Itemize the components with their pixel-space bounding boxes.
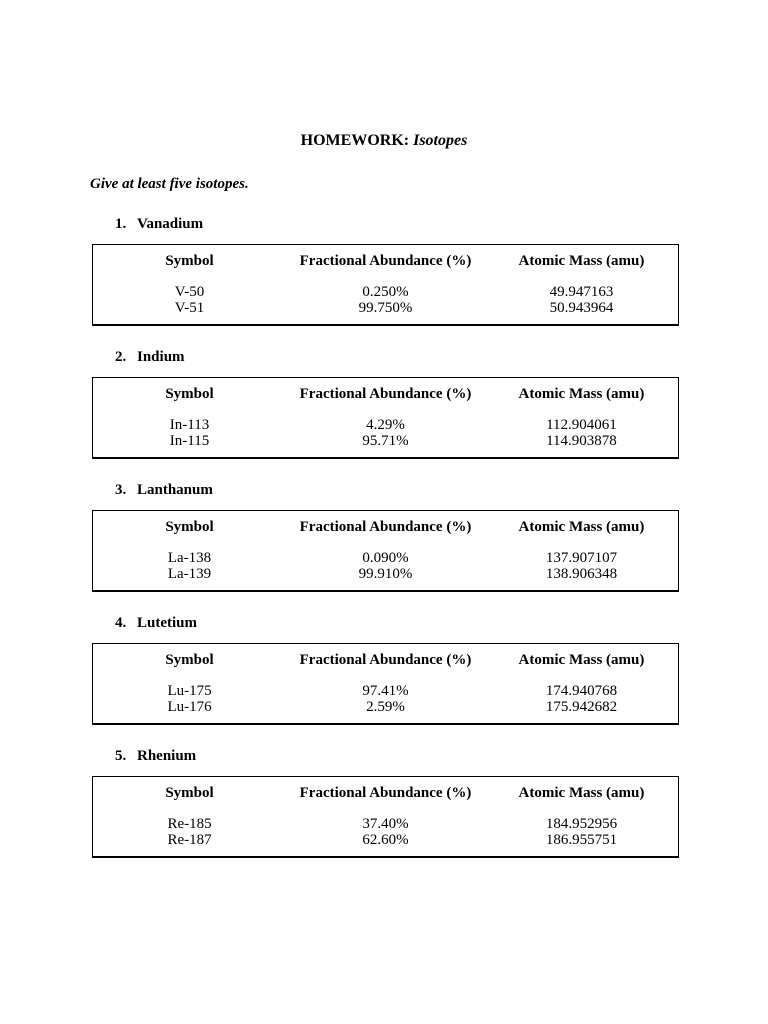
mass-cell: 112.904061 <box>546 417 617 433</box>
symbol-cell: Re-187 <box>167 832 212 848</box>
table-header-row: Symbol Fractional Abundance (%) Atomic M… <box>93 519 678 535</box>
table-header-row: Symbol Fractional Abundance (%) Atomic M… <box>93 785 678 801</box>
table-header-row: Symbol Fractional Abundance (%) Atomic M… <box>93 652 678 668</box>
symbol-cell: V-50 <box>174 284 205 300</box>
table-row: V-50 0.250% 49.947163 <box>93 284 678 300</box>
table-header-row: Symbol Fractional Abundance (%) Atomic M… <box>93 386 678 402</box>
mass-cell: 138.906348 <box>545 566 618 582</box>
mass-cell: 174.940768 <box>545 683 618 699</box>
symbol-cell: Re-185 <box>167 816 212 832</box>
column-header-abundance: Fractional Abundance (%) <box>299 519 472 535</box>
mass-cell: 137.907107 <box>545 550 618 566</box>
section-heading: 3. Lanthanum <box>115 482 768 498</box>
column-header-abundance: Fractional Abundance (%) <box>299 785 472 801</box>
section-vanadium: 1. Vanadium Symbol Fractional Abundance (… <box>0 216 768 326</box>
section-number: 4. <box>115 615 127 631</box>
section-heading: 5. Rhenium <box>115 748 768 764</box>
mass-cell: 114.903878 <box>546 433 617 449</box>
column-header-abundance: Fractional Abundance (%) <box>299 652 472 668</box>
table-header-row: Symbol Fractional Abundance (%) Atomic M… <box>93 253 678 269</box>
table-row: In-115 95.71% 114.903878 <box>93 433 678 449</box>
abundance-cell: 2.59% <box>366 699 405 715</box>
section-heading: 4. Lutetium <box>115 615 768 631</box>
abundance-cell: 0.090% <box>362 550 409 566</box>
mass-cell: 186.955751 <box>545 832 618 848</box>
section-rhenium: 5. Rhenium Symbol Fractional Abundance (%… <box>0 748 768 858</box>
section-number: 3. <box>115 482 127 498</box>
symbol-cell: La-139 <box>167 566 212 582</box>
column-header-symbol: Symbol <box>165 253 214 269</box>
title-prefix: HOMEWORK: <box>300 132 410 149</box>
section-name: Rhenium <box>137 748 197 764</box>
section-name: Lutetium <box>137 615 197 631</box>
table-row: Re-185 37.40% 184.952956 <box>93 816 678 832</box>
symbol-cell: V-51 <box>174 300 205 316</box>
table-row: V-51 99.750% 50.943964 <box>93 300 678 316</box>
table-row: Lu-176 2.59% 175.942682 <box>93 699 678 715</box>
section-number: 5. <box>115 748 127 764</box>
title-emphasis: Isotopes <box>413 132 468 149</box>
column-header-mass: Atomic Mass (amu) <box>518 519 645 535</box>
section-lanthanum: 3. Lanthanum Symbol Fractional Abundance … <box>0 482 768 592</box>
isotope-table: Symbol Fractional Abundance (%) Atomic M… <box>92 776 679 858</box>
column-header-mass: Atomic Mass (amu) <box>518 253 645 269</box>
column-header-abundance: Fractional Abundance (%) <box>299 253 472 269</box>
section-number: 2. <box>115 349 127 365</box>
page-title: HOMEWORK: Isotopes <box>0 0 768 151</box>
abundance-cell: 95.71% <box>362 433 409 449</box>
abundance-cell: 37.40% <box>362 816 409 832</box>
table-row: La-139 99.910% 138.906348 <box>93 566 678 582</box>
instruction-text: Give at least five isotopes. <box>90 176 249 192</box>
column-header-mass: Atomic Mass (amu) <box>518 785 645 801</box>
column-header-symbol: Symbol <box>165 386 214 402</box>
column-header-mass: Atomic Mass (amu) <box>518 652 645 668</box>
mass-cell: 184.952956 <box>545 816 618 832</box>
section-heading: 1. Vanadium <box>115 216 768 232</box>
symbol-cell: Lu-175 <box>167 683 212 699</box>
isotope-table: Symbol Fractional Abundance (%) Atomic M… <box>92 510 679 592</box>
section-lutetium: 4. Lutetium Symbol Fractional Abundance (… <box>0 615 768 725</box>
column-header-symbol: Symbol <box>165 519 214 535</box>
column-header-abundance: Fractional Abundance (%) <box>299 386 472 402</box>
abundance-cell: 99.750% <box>358 300 413 316</box>
mass-cell: 175.942682 <box>545 699 618 715</box>
isotope-table: Symbol Fractional Abundance (%) Atomic M… <box>92 244 679 326</box>
section-heading: 2. Indium <box>115 349 768 365</box>
abundance-cell: 97.41% <box>362 683 409 699</box>
symbol-cell: In-113 <box>169 417 210 433</box>
column-header-symbol: Symbol <box>165 785 214 801</box>
symbol-cell: In-115 <box>169 433 210 449</box>
symbol-cell: Lu-176 <box>167 699 212 715</box>
column-header-symbol: Symbol <box>165 652 214 668</box>
symbol-cell: La-138 <box>167 550 212 566</box>
abundance-cell: 99.910% <box>358 566 413 582</box>
section-name: Indium <box>137 349 185 365</box>
abundance-cell: 4.29% <box>366 417 405 433</box>
isotope-table: Symbol Fractional Abundance (%) Atomic M… <box>92 643 679 725</box>
table-row: In-113 4.29% 112.904061 <box>93 417 678 433</box>
table-row: La-138 0.090% 137.907107 <box>93 550 678 566</box>
mass-cell: 50.943964 <box>549 300 614 316</box>
table-row: Lu-175 97.41% 174.940768 <box>93 683 678 699</box>
column-header-mass: Atomic Mass (amu) <box>518 386 645 402</box>
section-indium: 2. Indium Symbol Fractional Abundance (%)… <box>0 349 768 459</box>
abundance-cell: 0.250% <box>362 284 409 300</box>
section-number: 1. <box>115 216 127 232</box>
section-name: Lanthanum <box>137 482 213 498</box>
table-row: Re-187 62.60% 186.955751 <box>93 832 678 848</box>
section-name: Vanadium <box>137 216 204 232</box>
isotope-table: Symbol Fractional Abundance (%) Atomic M… <box>92 377 679 459</box>
abundance-cell: 62.60% <box>362 832 409 848</box>
mass-cell: 49.947163 <box>549 284 614 300</box>
